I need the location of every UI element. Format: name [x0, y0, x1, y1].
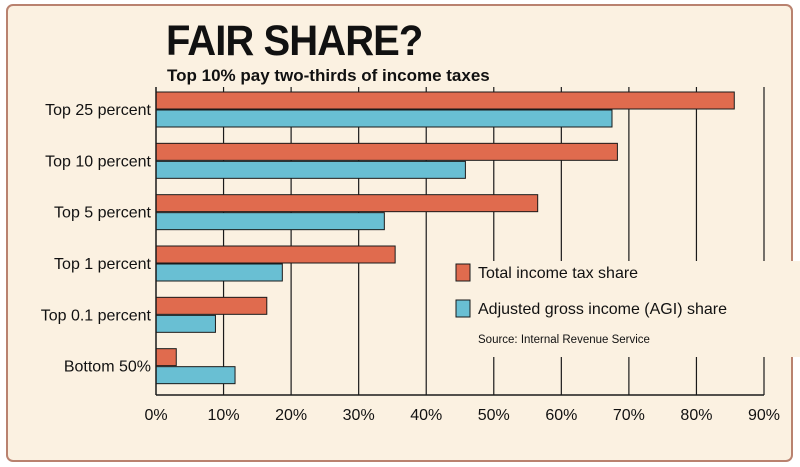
category-label: Top 10 percent: [45, 153, 151, 170]
category-labels: Top 25 percent Top 10 percent Top 5 percen…: [41, 102, 152, 376]
x-tick-labels: 0% 10% 20% 30% 40% 50% 60% 70% 80% 90%: [144, 407, 780, 424]
bar-agi-share: [155, 366, 236, 385]
legend-label-agi: Adjusted gross income (AGI) share: [478, 301, 727, 318]
bar-agi-share: [155, 109, 613, 128]
legend-label-tax: Total income tax share: [478, 265, 638, 282]
x-tick-label: 50%: [478, 407, 510, 424]
x-tick-label: 40%: [410, 407, 442, 424]
bar-tax-share: [155, 245, 396, 264]
legend-swatch-tax: [455, 263, 471, 282]
bar-agi-share: [155, 263, 283, 282]
category-label: Top 0.1 percent: [41, 307, 152, 324]
legend-swatch-agi: [455, 299, 471, 318]
bar-agi-share: [155, 314, 216, 333]
chart-subtitle: Top 10% pay two-thirds of income taxes: [167, 66, 490, 85]
category-label: Bottom 50%: [64, 359, 151, 376]
bar-tax-share: [155, 296, 268, 315]
x-tick-label: 0%: [144, 407, 167, 424]
bar-agi-share: [155, 212, 385, 231]
bar-tax-share: [155, 348, 177, 367]
x-tick-label: 10%: [208, 407, 240, 424]
category-label: Top 25 percent: [45, 102, 151, 119]
bar-tax-share: [155, 142, 618, 161]
category-label: Top 5 percent: [54, 205, 152, 222]
x-tick-label: 80%: [680, 407, 712, 424]
bar-tax-share: [155, 194, 539, 213]
axes: [155, 87, 764, 396]
chart-title: FAIR SHARE?: [166, 17, 423, 65]
bar-agi-share: [155, 160, 466, 179]
bar-tax-share: [155, 91, 735, 110]
x-tick-label: 30%: [343, 407, 375, 424]
x-tick-label: 90%: [748, 407, 780, 424]
chart-frame: FAIR SHARE? Top 10% pay two-thirds of in…: [6, 4, 793, 462]
x-tick-label: 70%: [613, 407, 645, 424]
legend: Total income tax share Adjusted gross in…: [455, 261, 800, 357]
category-label: Top 1 percent: [54, 256, 152, 273]
legend-background: [455, 261, 800, 357]
x-tick-label: 20%: [275, 407, 307, 424]
x-tick-label: 60%: [545, 407, 577, 424]
source-note: Source: Internal Revenue Service: [478, 334, 650, 346]
